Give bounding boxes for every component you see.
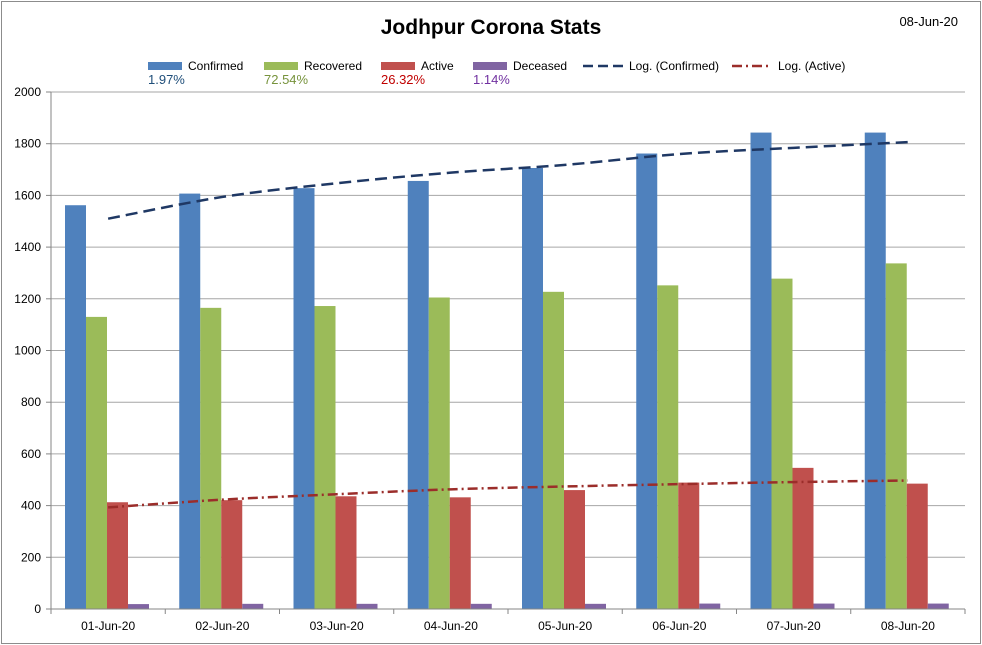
x-tick-label: 05-Jun-20 (538, 619, 592, 633)
bar-recovered (314, 306, 336, 609)
y-tick-label: 800 (21, 395, 41, 409)
bar-confirmed (293, 188, 315, 610)
legend-swatch-active (381, 62, 415, 70)
x-tick-label: 02-Jun-20 (195, 619, 249, 633)
bar-confirmed (179, 193, 201, 609)
bar-confirmed (522, 167, 543, 609)
legend-confirmed: Confirmed (148, 58, 243, 74)
y-tick-label: 1800 (14, 137, 41, 151)
bar-active (221, 500, 243, 609)
legend-recovered: Recovered (264, 58, 362, 74)
percent-active: 26.32% (381, 72, 426, 87)
bar-confirmed (864, 132, 886, 609)
bar-confirmed (636, 153, 658, 609)
bar-recovered (657, 285, 679, 609)
bar-active (906, 483, 928, 609)
y-tick-label: 1600 (14, 188, 41, 202)
legend-label-active: Active (421, 59, 454, 73)
y-tick-label: 2000 (14, 85, 41, 99)
bar-recovered (200, 307, 222, 609)
y-tick-label: 400 (21, 499, 41, 513)
x-tick-label: 06-Jun-20 (652, 619, 706, 633)
bar-deceased (699, 603, 721, 609)
bar-confirmed (750, 132, 772, 609)
bar-deceased (470, 603, 492, 609)
y-tick-label: 200 (21, 550, 41, 564)
bar-recovered (543, 291, 564, 609)
bar-deceased (242, 603, 264, 609)
legend-label-confirmed: Confirmed (188, 59, 244, 73)
x-tick-label: 01-Jun-20 (81, 619, 135, 633)
bar-active (335, 496, 357, 609)
bar-deceased (813, 603, 835, 609)
y-tick-label: 0 (34, 602, 41, 616)
legend-line-log-confirmed (583, 64, 623, 68)
legend-log-confirmed: Log. (Confirmed) (583, 58, 719, 74)
bar-active (792, 467, 814, 609)
trendline-log-active (108, 479, 908, 509)
bar-deceased (927, 603, 949, 609)
legend-label-log-confirmed: Log. (Confirmed) (629, 59, 720, 73)
legend-line-log-active (732, 64, 772, 68)
y-tick-label: 1400 (14, 240, 41, 254)
bar-confirmed (65, 205, 86, 609)
legend-log-active: Log. (Active) (732, 58, 845, 74)
bar-recovered (771, 278, 793, 609)
legend-swatch-deceased (473, 62, 507, 70)
legend-active: Active (381, 58, 454, 74)
trendline-log-confirmed (107, 140, 908, 220)
y-tick-label: 1000 (14, 344, 41, 358)
legend-label-log-active: Log. (Active) (778, 59, 846, 73)
y-tick-label: 600 (21, 447, 41, 461)
legend-deceased: Deceased (473, 58, 567, 74)
bar-recovered (428, 297, 450, 609)
chart-title: Jodhpur Corona Stats (380, 16, 602, 39)
x-tick-label: 08-Jun-20 (881, 619, 935, 633)
percent-confirmed: 1.97% (148, 72, 185, 87)
bar-recovered (885, 263, 907, 609)
legend-swatch-confirmed (148, 62, 182, 70)
legend-label-deceased: Deceased (513, 59, 568, 73)
bar-recovered (86, 316, 107, 609)
bar-active (678, 482, 700, 609)
percent-recovered: 72.54% (264, 72, 309, 87)
x-tick-label: 07-Jun-20 (767, 619, 821, 633)
bar-active (564, 490, 585, 609)
bar-active (107, 502, 128, 609)
x-tick-label: 04-Jun-20 (424, 619, 478, 633)
bar-deceased (356, 603, 378, 609)
bar-deceased (585, 603, 606, 609)
bar-deceased (128, 604, 149, 609)
legend-label-recovered: Recovered (304, 59, 363, 73)
date-label: 08-Jun-20 (899, 14, 958, 29)
percent-deceased: 1.14% (473, 72, 510, 87)
y-tick-label: 1200 (14, 292, 41, 306)
x-tick-label: 03-Jun-20 (310, 619, 364, 633)
bar-confirmed (407, 180, 429, 609)
legend-swatch-recovered (264, 62, 298, 70)
bar-active (449, 497, 471, 609)
